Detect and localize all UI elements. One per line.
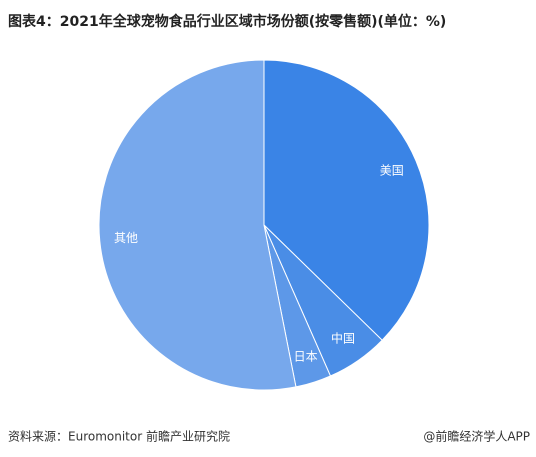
slice-label: 日本 bbox=[294, 350, 318, 364]
pie-slice bbox=[263, 59, 430, 341]
chart-title: 图表4：2021年全球宠物食品行业区域市场份额(按零售额)(单位：%) bbox=[8, 13, 446, 30]
pie-slice bbox=[98, 59, 297, 391]
slice-label: 其他 bbox=[114, 231, 138, 245]
credit: @前瞻经济学人APP bbox=[423, 429, 530, 444]
slice-label: 中国 bbox=[331, 330, 355, 345]
slice-label: 美国 bbox=[380, 164, 404, 178]
source: 资料来源：Euromonitor 前瞻产业研究院 bbox=[8, 429, 230, 444]
